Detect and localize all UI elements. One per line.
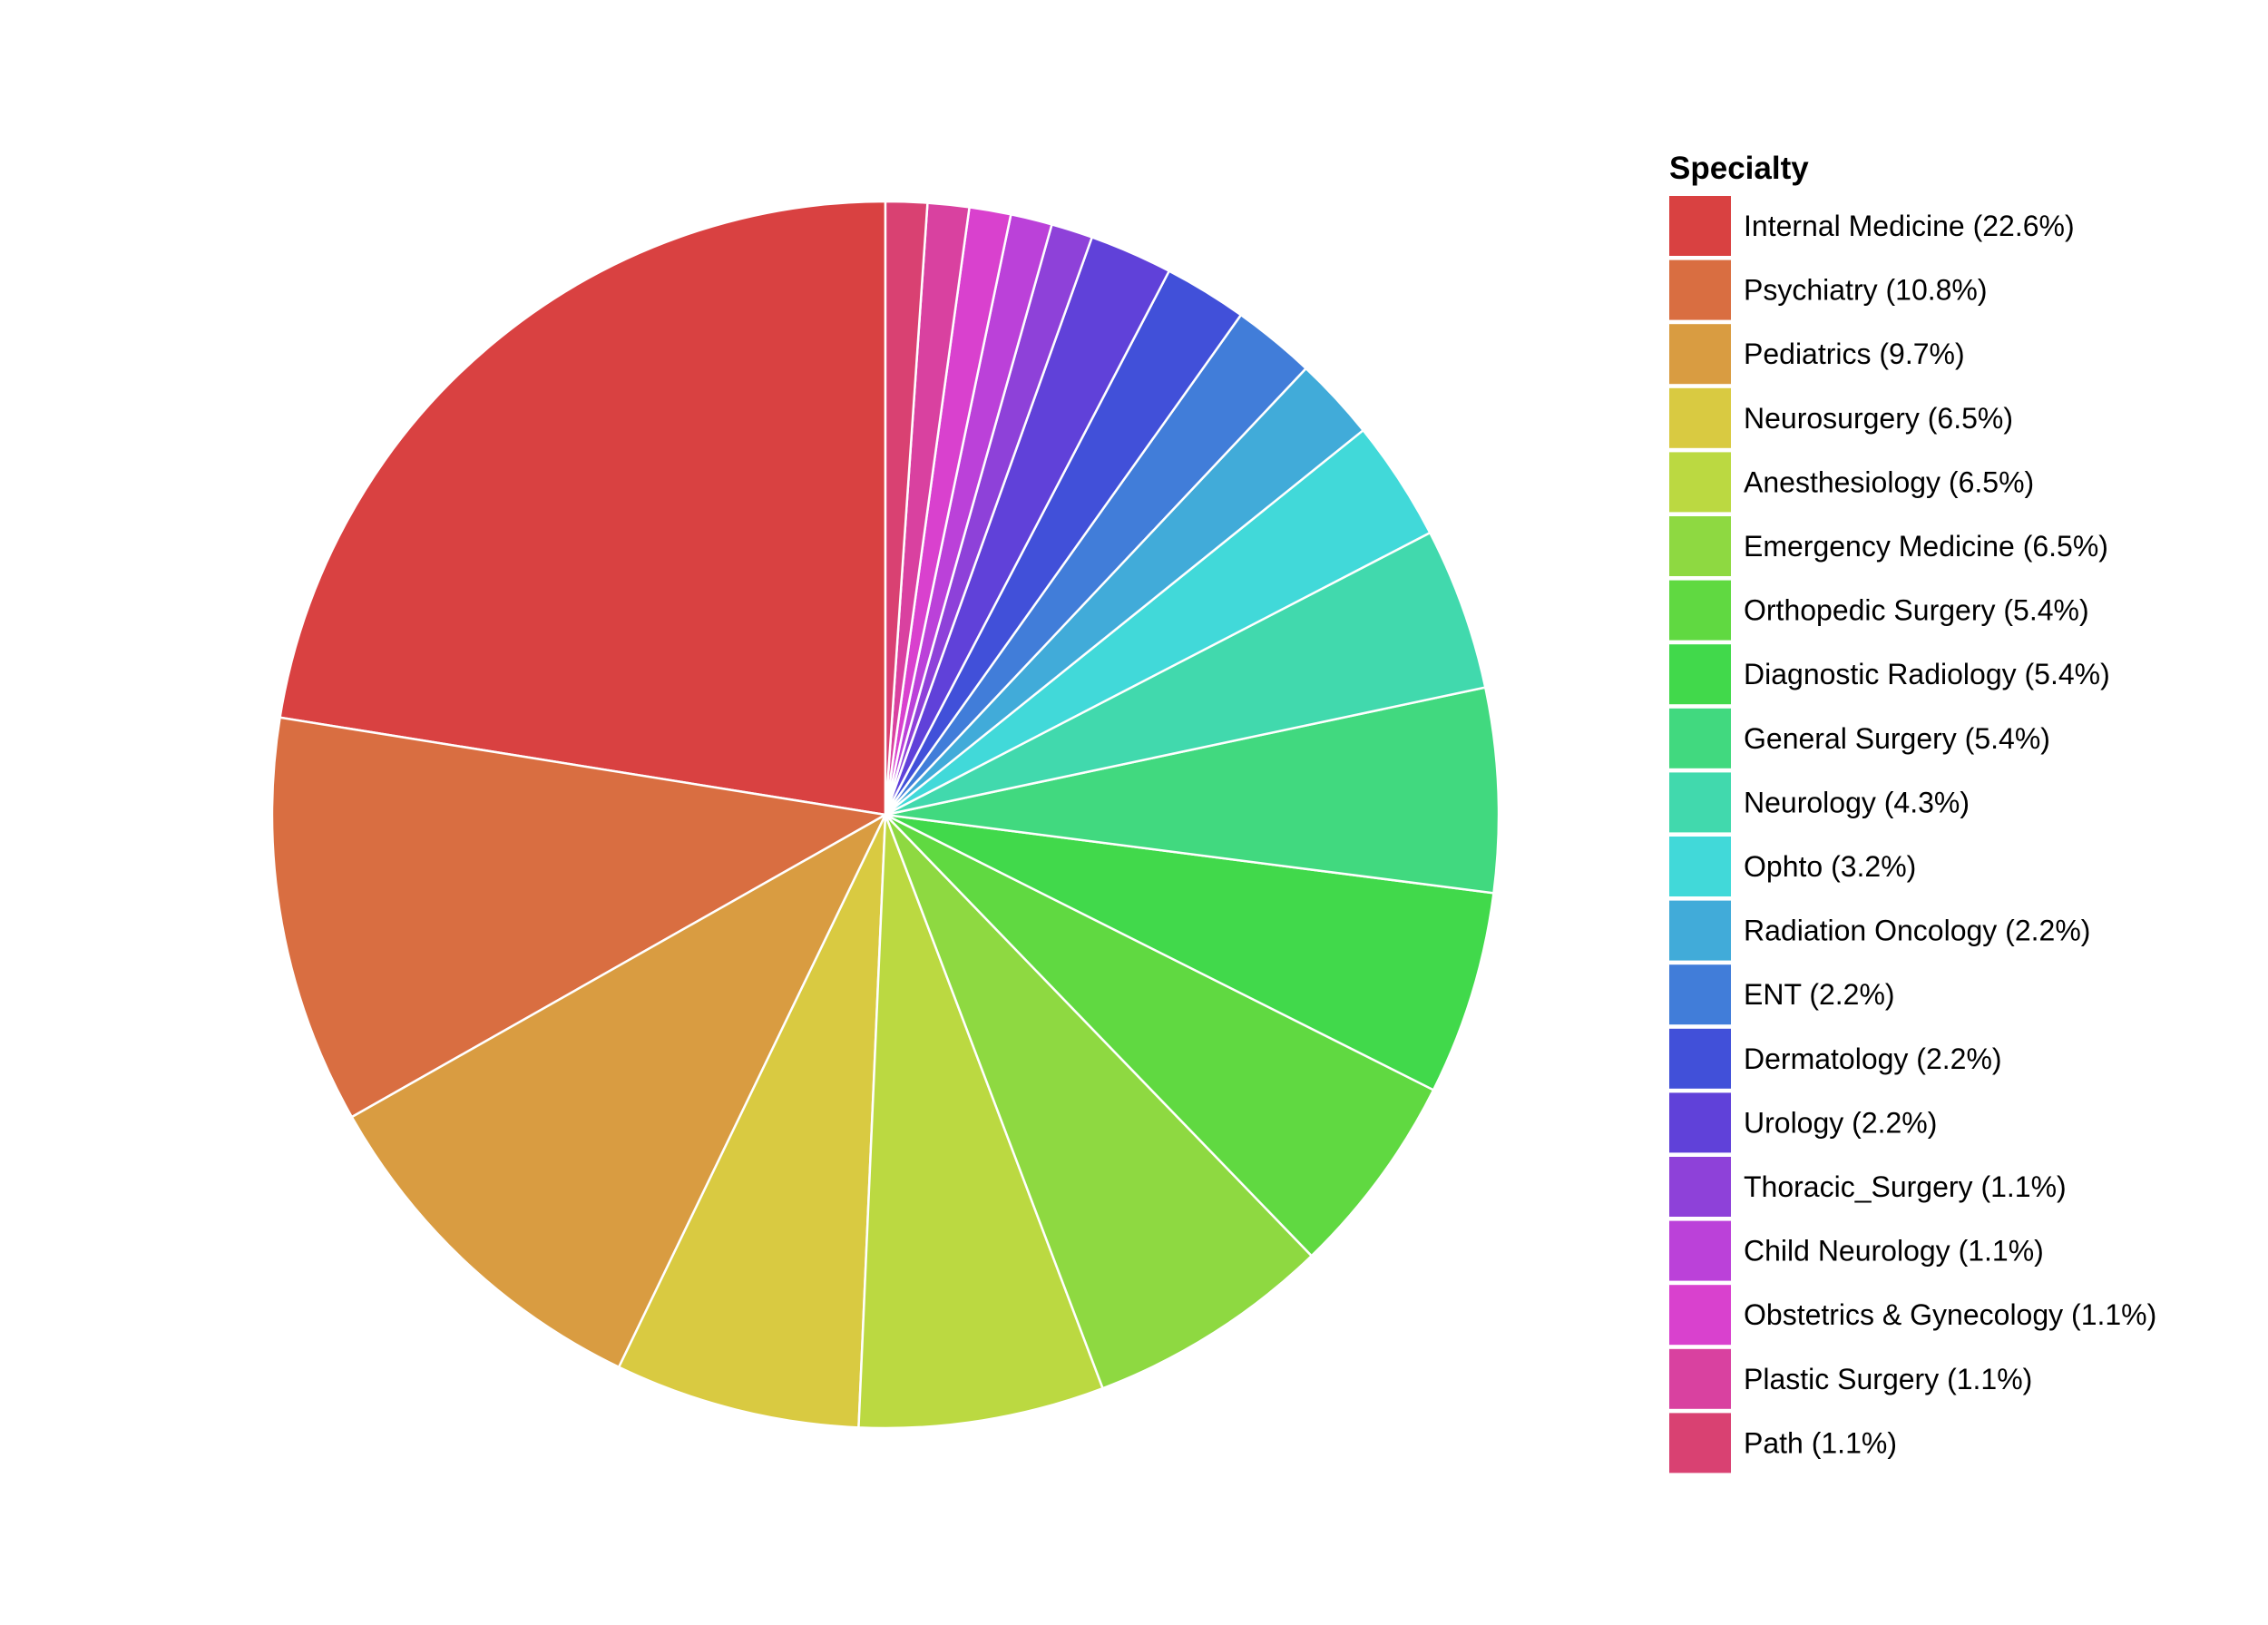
pie-slice-neurology [885,531,1487,817]
legend-label-general-surgery: General Surgery (5.4%) [1744,722,2050,755]
legend-items: Internal Medicine (22.6%) Psychiatry (10.… [1669,196,2156,1473]
legend-label-obstetrics-gynecology: Obstetrics & Gynecology (1.1%) [1744,1298,2156,1331]
legend-key-thoracic-surgery [1669,1157,1731,1217]
pie-slice-diagnostic-radiology [885,813,1495,1091]
pie-slice-neurosurgery [617,814,887,1429]
legend-key-diagnostic-radiology [1669,644,1731,705]
legend-label-internal-medicine: Internal Medicine (22.6%) [1744,210,2075,242]
legend-key-obstetrics-gynecology [1669,1285,1731,1346]
legend-key-emergency-medicine [1669,516,1731,576]
legend-label-neurology: Neurology (4.3%) [1744,786,1970,818]
legend-key-orthopedic-surgery [1669,580,1731,641]
legend-key-psychiatry [1669,259,1731,320]
legend-key-path [1669,1413,1731,1473]
pie-slice-anesthesiology [857,814,1105,1430]
pie-slice-psychiatry [270,716,889,1119]
pie-slice-orthopedic-surgery [885,813,1435,1258]
legend-key-radiation-oncology [1669,900,1731,961]
legend-label-dermatology: Dermatology (2.2%) [1744,1043,2002,1075]
legend-key-pediatrics [1669,324,1731,385]
legend-key-child-neurology [1669,1220,1731,1281]
legend-key-general-surgery [1669,708,1731,768]
legend-key-ent [1669,964,1731,1025]
legend: Specialty Internal Medicine (22.6%) Psych… [1669,151,2156,1473]
legend-label-emergency-medicine: Emergency Medicine (6.5%) [1744,530,2108,563]
legend-key-ophto [1669,837,1731,896]
legend-label-thoracic-surgery: Thoracic_Surgery (1.1%) [1744,1170,2067,1203]
pie-slice-path [884,200,929,816]
pie-slice-emergency-medicine [884,814,1314,1390]
legend-key-neurology [1669,772,1731,833]
legend-key-dermatology [1669,1028,1731,1089]
legend-label-anesthesiology: Anesthesiology (6.5%) [1744,465,2034,498]
legend-label-child-neurology: Child Neurology (1.1%) [1744,1235,2044,1268]
legend-key-internal-medicine [1669,196,1731,256]
legend-label-diagnostic-radiology: Diagnostic Radiology (5.4%) [1744,658,2110,690]
legend-key-urology [1669,1092,1731,1153]
legend-key-plastic-surgery [1669,1348,1731,1409]
legend-label-orthopedic-surgery: Orthopedic Surgery (5.4%) [1744,594,2089,627]
pie-slices [270,200,1501,1430]
legend-label-plastic-surgery: Plastic Surgery (1.1%) [1744,1363,2032,1395]
legend-label-neurosurgery: Neurosurgery (6.5%) [1744,402,2013,435]
legend-label-psychiatry: Psychiatry (10.8%) [1744,274,1988,307]
legend-key-anesthesiology [1669,452,1731,513]
legend-label-radiation-oncology: Radiation Oncology (2.2%) [1744,915,2090,947]
legend-label-ophto: Ophto (3.2%) [1744,850,1916,883]
pie-slice-internal-medicine [279,200,887,817]
pie-slice-pediatrics [350,811,888,1369]
legend-label-urology: Urology (2.2%) [1744,1106,1937,1139]
legend-key-neurosurgery [1669,387,1731,448]
legend-title: Specialty [1669,151,1809,186]
legend-label-pediatrics: Pediatrics (9.7%) [1744,338,1965,370]
pie-slice-general-surgery [885,686,1501,895]
legend-label-ent: ENT (2.2%) [1744,978,1895,1011]
legend-label-path: Path (1.1%) [1744,1426,1897,1459]
